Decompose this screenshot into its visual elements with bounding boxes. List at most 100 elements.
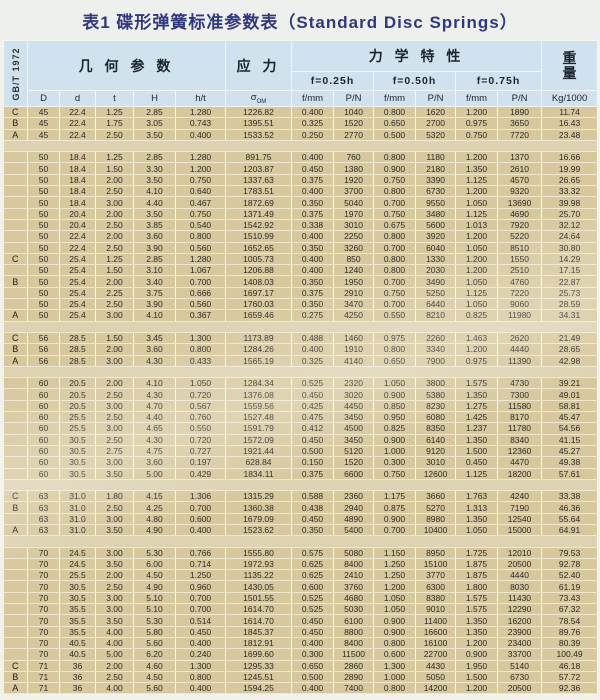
value-cell: 11400 xyxy=(415,614,457,627)
value-cell: 9320 xyxy=(497,185,543,198)
value-cell: 0.900 xyxy=(373,513,417,525)
value-cell: 20.5 xyxy=(59,388,96,401)
grade-cell xyxy=(3,411,28,424)
value-cell: 1.25 xyxy=(95,253,134,266)
value-cell: 0.412 xyxy=(291,422,335,435)
value-cell: 70 xyxy=(27,648,60,661)
col-f2: f/mm xyxy=(373,90,417,107)
value-cell: 3390 xyxy=(415,174,457,187)
value-cell: 0.425 xyxy=(291,400,335,413)
table-row: B 71 36 2.50 4.50 0.800 1245.51 0.500 2890 1.000 5… xyxy=(3,671,599,684)
value-cell: 4.90 xyxy=(133,524,176,537)
value-cell: 30.5 xyxy=(59,468,96,480)
value-cell: 4.40 xyxy=(133,411,176,424)
value-cell: 1970 xyxy=(333,208,375,220)
value-cell: 1.350 xyxy=(455,434,499,446)
value-cell: 9120 xyxy=(415,445,457,458)
value-cell: 3.10 xyxy=(133,264,176,277)
value-cell: 1371.49 xyxy=(225,208,293,220)
value-cell: 10400 xyxy=(415,524,457,537)
value-cell: 25.4 xyxy=(59,253,96,266)
value-cell: 0.375 xyxy=(291,208,335,220)
table-header: GB/T 1972 几 何 参 数 应 力 力 学 特 性 重 量 f=0.25… xyxy=(3,40,599,107)
value-cell: 1.050 xyxy=(455,298,499,311)
grade-cell xyxy=(3,648,28,661)
value-cell: 1510.99 xyxy=(225,230,293,243)
value-cell: 50 xyxy=(27,196,60,209)
grade-cell xyxy=(3,637,28,650)
value-cell: 0.700 xyxy=(373,196,417,209)
value-cell: 58.81 xyxy=(541,400,599,413)
grade-cell: A xyxy=(3,355,28,367)
value-cell: 92.78 xyxy=(541,558,599,571)
value-cell: 4430 xyxy=(415,660,457,672)
table-row: 70 40.5 4.00 5.60 0.400 1812.91 0.400 8400 0.800… xyxy=(3,637,599,650)
value-cell: 3.00 xyxy=(95,309,134,322)
value-cell: 100.49 xyxy=(541,648,599,661)
value-cell: 0.400 xyxy=(291,185,335,198)
col-f1: f/mm xyxy=(291,90,335,107)
value-cell: 8230 xyxy=(415,400,457,413)
value-cell: 1.125 xyxy=(455,468,499,480)
value-cell: 80.39 xyxy=(541,637,599,650)
value-cell: 5.30 xyxy=(133,547,176,559)
value-cell: 1203.87 xyxy=(225,162,293,175)
value-cell: 3020 xyxy=(333,388,375,401)
value-cell: 1360.38 xyxy=(225,501,293,514)
table-row: 50 20.4 2.00 3.50 0.750 1371.49 0.375 1970 0.750… xyxy=(3,208,599,220)
value-cell: 3.00 xyxy=(95,400,134,413)
value-cell: 41.15 xyxy=(541,434,599,446)
value-cell: 7900 xyxy=(415,355,457,367)
value-cell: 23.48 xyxy=(541,129,599,141)
col-sigma: σOM xyxy=(225,90,293,107)
value-cell: 1.050 xyxy=(455,196,499,209)
value-cell: 30.5 xyxy=(59,456,96,469)
value-cell: 0.800 xyxy=(373,151,417,164)
col-ht: h/t xyxy=(174,90,227,107)
table-row: 50 25.4 2.25 3.75 0.666 1697.17 0.375 2910 0.750… xyxy=(3,287,599,300)
value-cell: 0.766 xyxy=(175,547,227,559)
separator-row xyxy=(3,535,599,548)
value-cell: 34.31 xyxy=(541,309,599,322)
value-cell: 28.5 xyxy=(59,343,96,356)
value-cell: 2910 xyxy=(333,287,375,300)
value-cell: 1.25 xyxy=(95,106,134,119)
grade-cell xyxy=(3,558,28,571)
value-cell: 15000 xyxy=(497,524,543,537)
value-cell: 3010 xyxy=(415,456,457,469)
table-row: B 56 28.5 2.00 3.60 0.800 1284.26 0.400 1910 0.80… xyxy=(3,343,599,356)
value-cell: 1.200 xyxy=(455,682,499,695)
value-cell: 1284.26 xyxy=(225,343,293,356)
value-cell: 1699.60 xyxy=(225,648,293,661)
grade-cell xyxy=(3,569,28,582)
value-cell: 16.66 xyxy=(541,151,599,164)
value-cell: 1527.48 xyxy=(225,411,293,424)
value-cell: 0.275 xyxy=(291,309,335,322)
value-cell: 4.50 xyxy=(133,569,176,582)
value-cell: 36 xyxy=(59,671,96,684)
value-cell: 1.306 xyxy=(175,490,227,503)
value-cell: 0.350 xyxy=(291,242,335,254)
value-cell: 11580 xyxy=(497,400,543,413)
value-cell: 1284.34 xyxy=(225,377,293,390)
table-row: B 63 31.0 2.50 4.25 0.700 1360.38 0.438 2940 0.87… xyxy=(3,501,599,514)
value-cell: 0.600 xyxy=(175,513,227,525)
value-cell: 1.575 xyxy=(455,592,499,605)
value-cell: 4.70 xyxy=(133,400,176,413)
value-cell: 2.50 xyxy=(95,501,134,514)
value-cell: 35.5 xyxy=(59,603,96,616)
table-row: 60 30.5 3.50 5.00 0.429 1834.11 0.375 6600 0.750… xyxy=(3,468,599,480)
value-cell: 6600 xyxy=(333,468,375,480)
value-cell: 0.800 xyxy=(373,343,417,356)
value-cell: 8030 xyxy=(497,580,543,593)
value-cell: 39.21 xyxy=(541,377,599,390)
value-cell: 61.19 xyxy=(541,580,599,593)
table-row: 70 35.5 3.50 5.30 0.514 1614.70 0.450 6100 0.900… xyxy=(3,614,599,627)
value-cell: 9550 xyxy=(415,196,457,209)
value-cell: 1614.70 xyxy=(225,614,293,627)
value-cell: 0.375 xyxy=(291,287,335,300)
value-cell: 25.5 xyxy=(59,411,96,424)
value-cell: 1.067 xyxy=(175,264,227,277)
value-cell: 4.30 xyxy=(133,355,176,367)
table-row: 50 22.4 2.50 3.90 0.560 1652.65 0.350 3260 0.700… xyxy=(3,242,599,254)
